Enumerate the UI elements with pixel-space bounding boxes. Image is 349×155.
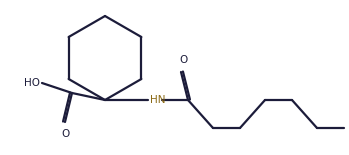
Text: HN: HN bbox=[150, 95, 165, 105]
Text: HO: HO bbox=[24, 78, 40, 88]
Text: O: O bbox=[61, 129, 69, 139]
Text: O: O bbox=[180, 55, 188, 65]
